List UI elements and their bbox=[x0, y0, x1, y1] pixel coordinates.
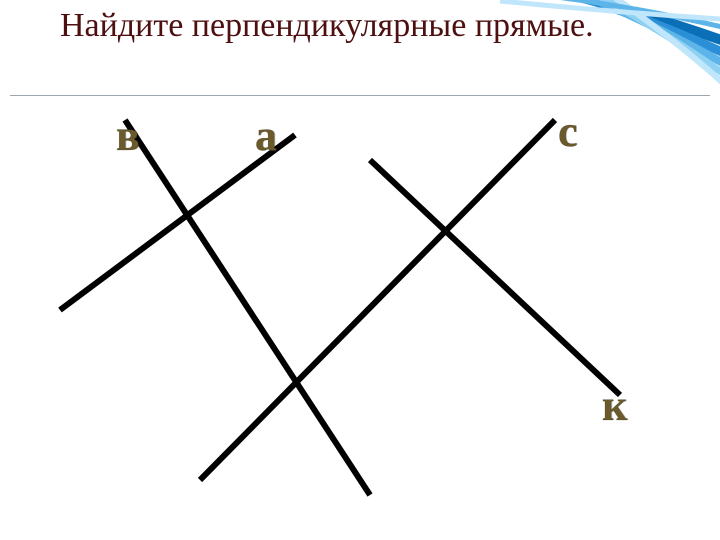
label-a: а bbox=[255, 110, 277, 161]
lines-diagram: а в с к bbox=[30, 100, 690, 520]
slide: Найдите перпендикулярные прямые. а в с к bbox=[0, 0, 720, 540]
label-k: к bbox=[602, 380, 627, 431]
label-c: с bbox=[558, 106, 578, 157]
title-divider bbox=[10, 95, 710, 96]
task-title: Найдите перпендикулярные прямые. bbox=[60, 6, 620, 45]
diagram-bg bbox=[30, 100, 690, 520]
label-b: в bbox=[116, 110, 140, 161]
diagram-svg bbox=[30, 100, 690, 520]
